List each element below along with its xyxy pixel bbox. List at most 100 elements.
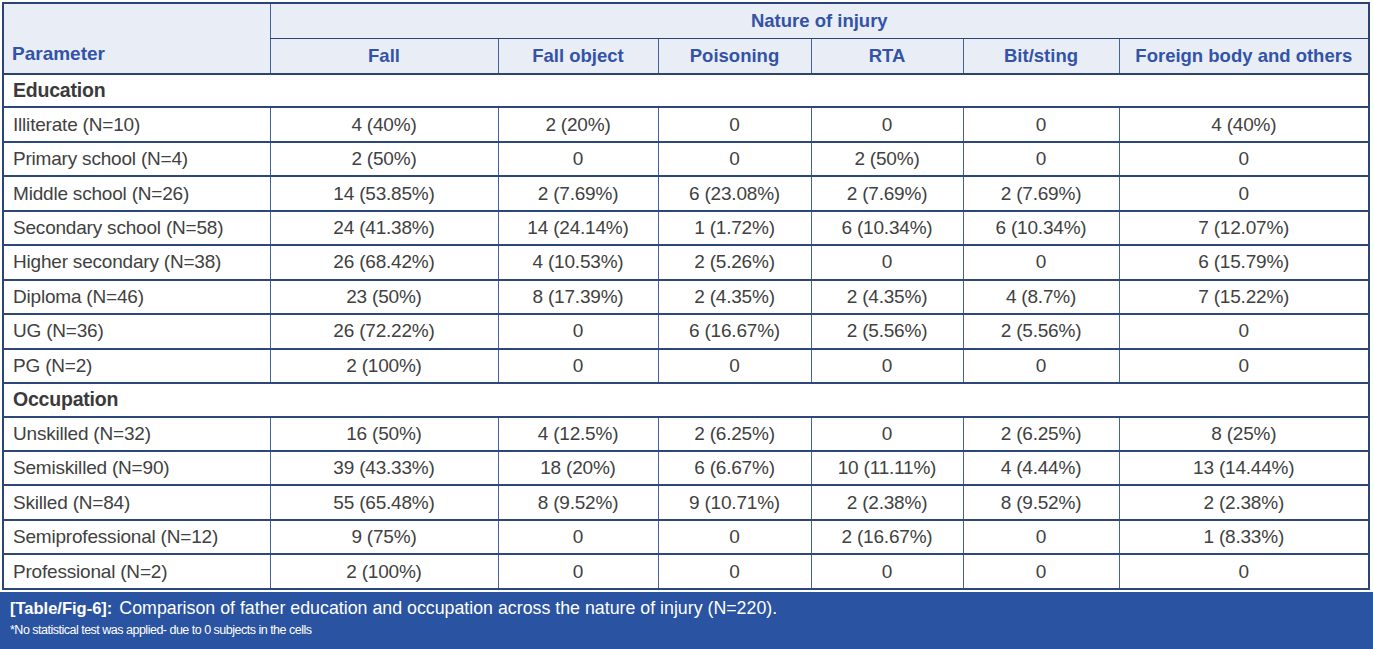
col-header-fall: Fall <box>270 38 498 74</box>
cell: 0 <box>498 554 658 589</box>
table-caption: [Table/Fig-6]: Comparison of father educa… <box>10 597 1373 619</box>
caption-tag: [Table/Fig-6]: <box>10 599 112 617</box>
cell: 2 (7.69%) <box>811 176 963 210</box>
cell: 4 (40%) <box>270 107 498 141</box>
cell: 0 <box>498 349 658 383</box>
cell: 0 <box>658 107 811 141</box>
cell: 0 <box>1119 554 1369 589</box>
cell: 0 <box>963 142 1119 176</box>
cell: 18 (20%) <box>498 451 658 485</box>
cell: 9 (75%) <box>270 520 498 554</box>
cell: 6 (23.08%) <box>658 176 811 210</box>
cell: 6 (16.67%) <box>658 314 811 348</box>
cell: 0 <box>658 520 811 554</box>
cell: 4 (4.44%) <box>963 451 1119 485</box>
cell: 0 <box>1119 176 1369 210</box>
caption-footnote: *No statistical test was applied- due to… <box>10 622 1373 638</box>
cell: 1 (1.72%) <box>658 211 811 245</box>
cell: 0 <box>658 142 811 176</box>
cell: 2 (6.25%) <box>963 417 1119 451</box>
cell: 4 (8.7%) <box>963 280 1119 314</box>
cell: 9 (10.71%) <box>658 485 811 519</box>
cell: 13 (14.44%) <box>1119 451 1369 485</box>
cell: 2 (2.38%) <box>1119 485 1369 519</box>
cell: 2 (16.67%) <box>811 520 963 554</box>
table-figure: Parameter Nature of injury FallFall obje… <box>0 0 1373 649</box>
cell: 16 (50%) <box>270 417 498 451</box>
cell: 4 (40%) <box>1119 107 1369 141</box>
section-label: Education <box>3 74 1369 107</box>
section-row-occupation: Occupation <box>3 383 1369 416</box>
section-row-education: Education <box>3 74 1369 107</box>
cell: 0 <box>811 107 963 141</box>
cell: 0 <box>963 554 1119 589</box>
cell: 0 <box>963 520 1119 554</box>
cell: 4 (12.5%) <box>498 417 658 451</box>
cell: 2 (7.69%) <box>498 176 658 210</box>
cell: 2 (7.69%) <box>963 176 1119 210</box>
row-label: Higher secondary (N=38) <box>3 245 270 279</box>
row-label: Professional (N=2) <box>3 554 270 589</box>
group-header-nature-of-injury: Nature of injury <box>270 3 1369 38</box>
cell: 0 <box>1119 142 1369 176</box>
cell: 26 (68.42%) <box>270 245 498 279</box>
table-row: Skilled (N=84)55 (65.48%)8 (9.52%)9 (10.… <box>3 485 1369 519</box>
table-row: Professional (N=2)2 (100%)00000 <box>3 554 1369 589</box>
row-label: Diploma (N=46) <box>3 280 270 314</box>
cell: 0 <box>811 554 963 589</box>
cell: 6 (6.67%) <box>658 451 811 485</box>
cell: 26 (72.22%) <box>270 314 498 348</box>
cell: 14 (53.85%) <box>270 176 498 210</box>
cell: 24 (41.38%) <box>270 211 498 245</box>
cell: 6 (15.79%) <box>1119 245 1369 279</box>
cell: 8 (9.52%) <box>963 485 1119 519</box>
cell: 4 (10.53%) <box>498 245 658 279</box>
col-header-rta: RTA <box>811 38 963 74</box>
cell: 0 <box>1119 314 1369 348</box>
row-label: Unskilled (N=32) <box>3 417 270 451</box>
row-label: UG (N=36) <box>3 314 270 348</box>
cell: 0 <box>963 349 1119 383</box>
cell: 0 <box>498 520 658 554</box>
table-row: Semiskilled (N=90)39 (43.33%)18 (20%)6 (… <box>3 451 1369 485</box>
cell: 2 (20%) <box>498 107 658 141</box>
cell: 8 (9.52%) <box>498 485 658 519</box>
table-row: Semiprofessional (N=12)9 (75%)002 (16.67… <box>3 520 1369 554</box>
row-label: Illiterate (N=10) <box>3 107 270 141</box>
header-group-row: Parameter Nature of injury <box>3 3 1369 38</box>
cell: 2 (50%) <box>270 142 498 176</box>
cell: 2 (5.56%) <box>963 314 1119 348</box>
cell: 2 (4.35%) <box>811 280 963 314</box>
row-label: PG (N=2) <box>3 349 270 383</box>
cell: 0 <box>498 142 658 176</box>
cell: 7 (15.22%) <box>1119 280 1369 314</box>
cell: 10 (11.11%) <box>811 451 963 485</box>
table-row: PG (N=2)2 (100%)00000 <box>3 349 1369 383</box>
cell: 6 (10.34%) <box>811 211 963 245</box>
cell: 0 <box>658 349 811 383</box>
row-label: Skilled (N=84) <box>3 485 270 519</box>
caption-text: Comparison of father education and occup… <box>119 598 777 618</box>
table-row: Unskilled (N=32)16 (50%)4 (12.5%) 2 (6.25… <box>3 417 1369 451</box>
cell: 2 (5.56%) <box>811 314 963 348</box>
col-header-fall-object: Fall object <box>498 38 658 74</box>
cell: 0 <box>1119 349 1369 383</box>
col-header-foreign-body-and-others: Foreign body and others <box>1119 38 1369 74</box>
cell: 0 <box>811 417 963 451</box>
col-header-poisoning: Poisoning <box>658 38 811 74</box>
cell: 2 (5.26%) <box>658 245 811 279</box>
table-row: Diploma (N=46)23 (50%)8 (17.39%)2 (4.35%… <box>3 280 1369 314</box>
cell: 39 (43.33%) <box>270 451 498 485</box>
table-caption-bar: [Table/Fig-6]: Comparison of father educa… <box>0 592 1373 649</box>
cell: 8 (17.39%) <box>498 280 658 314</box>
col-header-bit-sting: Bit/sting <box>963 38 1119 74</box>
section-label: Occupation <box>3 383 1369 416</box>
cell: 23 (50%) <box>270 280 498 314</box>
cell: 2 (100%) <box>270 554 498 589</box>
cell: 6 (10.34%) <box>963 211 1119 245</box>
cell: 0 <box>658 554 811 589</box>
cell: 2 (4.35%) <box>658 280 811 314</box>
cell: 55 (65.48%) <box>270 485 498 519</box>
table-row: Illiterate (N=10)4 (40%)2 (20%)0004 (40%… <box>3 107 1369 141</box>
row-label: Primary school (N=4) <box>3 142 270 176</box>
